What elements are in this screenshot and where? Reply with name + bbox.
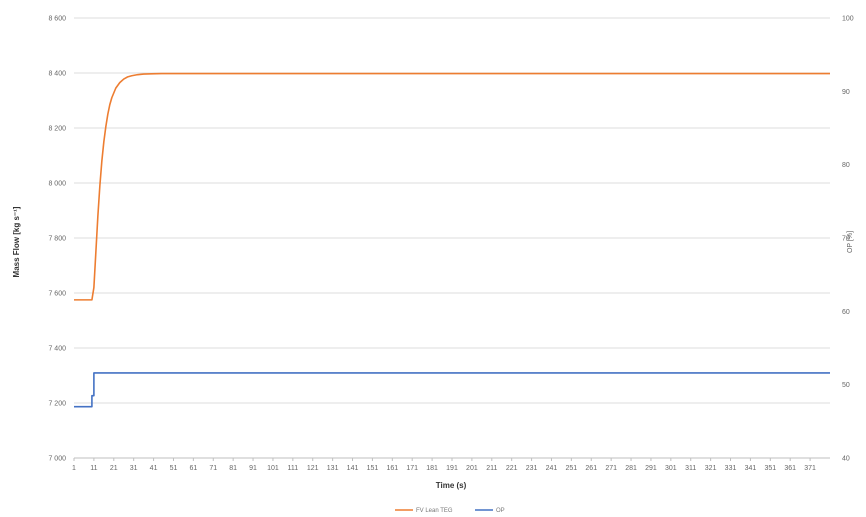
y-left-tick-label: 8 600 — [48, 16, 66, 23]
x-tick-label: 91 — [249, 465, 257, 472]
series — [74, 72, 830, 408]
series-line-op — [74, 372, 830, 408]
x-tick-label: 81 — [229, 465, 237, 472]
x-tick-label: 211 — [486, 465, 497, 472]
x-tick-label: 311 — [685, 465, 696, 472]
x-tick-label: 261 — [585, 465, 597, 472]
x-tick-label: 221 — [506, 465, 518, 472]
y-left-tick-label: 8 400 — [48, 71, 66, 78]
y-right-tick-label: 50 — [842, 382, 850, 389]
y-right-tick-label: 90 — [842, 89, 850, 96]
x-tick-label: 61 — [189, 465, 197, 472]
y-right-tick-label: 60 — [842, 309, 850, 316]
y-left-tick-label: 7 800 — [48, 236, 66, 243]
y-left-tick-label: 7 000 — [48, 456, 66, 463]
x-axis-title: Time (s) — [436, 481, 467, 490]
y-left-tick-label: 7 400 — [48, 346, 66, 353]
x-tick-label: 231 — [526, 465, 538, 472]
right-axis-ticks: 40 50 60 70 80 90 100 — [842, 16, 854, 463]
y-right-tick-label: 70 — [842, 236, 850, 243]
x-tick-label: 191 — [446, 465, 458, 472]
gridlines — [74, 17, 830, 459]
x-axis-ticks: 1 11 21 31 41 51 61 71 81 91 101 111 121 131 141 151 161… — [72, 458, 816, 472]
x-tick-label: 321 — [705, 465, 717, 472]
y-left-tick-label: 7 200 — [48, 401, 66, 408]
x-tick-label: 291 — [645, 465, 657, 472]
legend-label-op: OP — [496, 508, 505, 514]
x-tick-label: 361 — [784, 465, 796, 472]
x-tick-label: 271 — [605, 465, 617, 472]
x-tick-label: 21 — [110, 465, 118, 472]
x-tick-label: 101 — [267, 465, 279, 472]
legend-label-fv-lean-teg: FV Lean TEG — [416, 508, 453, 514]
x-tick-label: 171 — [406, 465, 418, 472]
x-tick-label: 331 — [725, 465, 737, 472]
y-right-tick-label: 80 — [842, 162, 850, 169]
y-left-tick-label: 7 600 — [48, 291, 66, 298]
x-tick-label: 181 — [426, 465, 438, 472]
x-tick-label: 201 — [466, 465, 478, 472]
left-axis-title: Mass Flow [kg s⁻¹] — [12, 206, 21, 277]
y-right-tick-label: 100 — [842, 16, 854, 23]
y-right-tick-label: 40 — [842, 456, 850, 463]
x-tick-label: 301 — [665, 465, 677, 472]
y-left-tick-label: 8 200 — [48, 126, 66, 133]
series-line-fv-lean-teg — [74, 72, 830, 301]
x-tick-label: 141 — [347, 465, 359, 472]
x-tick-label: 71 — [209, 465, 217, 472]
y-left-tick-label: 8 000 — [48, 181, 66, 188]
x-tick-label: 161 — [386, 465, 398, 472]
left-axis-ticks: 7 000 7 200 7 400 7 600 7 800 8 000 8 200 8 400… — [48, 16, 66, 463]
x-tick-label: 131 — [327, 465, 339, 472]
x-tick-label: 121 — [307, 465, 319, 472]
x-tick-label: 1 — [72, 465, 76, 472]
right-axis-title: OP [%] — [847, 231, 854, 253]
x-tick-label: 151 — [367, 465, 379, 472]
x-tick-label: 351 — [764, 465, 776, 472]
x-tick-label: 41 — [150, 465, 158, 472]
legend: FV Lean TEG OP — [395, 508, 505, 514]
x-tick-label: 51 — [170, 465, 178, 472]
x-tick-label: 251 — [566, 465, 578, 472]
x-tick-label: 281 — [625, 465, 637, 472]
x-tick-label: 241 — [546, 465, 558, 472]
x-tick-label: 11 — [90, 465, 97, 472]
x-tick-label: 341 — [745, 465, 757, 472]
x-tick-label: 111 — [288, 465, 299, 472]
x-tick-label: 31 — [130, 465, 138, 472]
x-tick-label: 371 — [804, 465, 816, 472]
